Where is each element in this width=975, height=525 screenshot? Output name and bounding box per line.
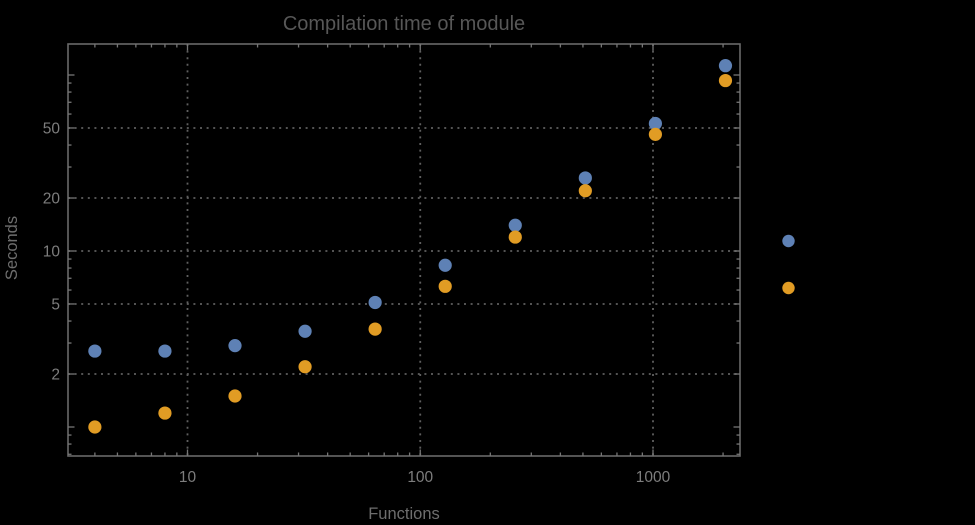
legend-marker bbox=[782, 281, 795, 295]
data-point-blue bbox=[648, 116, 662, 131]
data-point-orange bbox=[578, 184, 592, 198]
y-tick-label: 20 bbox=[43, 191, 61, 208]
data-point-orange bbox=[508, 230, 522, 244]
y-tick-label: 5 bbox=[51, 296, 60, 313]
y-tick-label: 10 bbox=[43, 244, 61, 261]
data-point-blue bbox=[578, 171, 592, 185]
gridlines-layer bbox=[68, 44, 740, 456]
data-point-blue bbox=[718, 59, 733, 73]
x-tick-label: 100 bbox=[407, 469, 433, 486]
data-point-orange bbox=[438, 279, 452, 293]
data-point-blue bbox=[88, 344, 102, 358]
data-point-orange bbox=[648, 127, 662, 141]
data-point-orange bbox=[228, 389, 242, 403]
y-axis-label: Seconds bbox=[3, 216, 21, 280]
chart-title: Compilation time of module bbox=[283, 13, 525, 35]
data-points-layer bbox=[88, 59, 733, 434]
data-point-blue bbox=[298, 324, 312, 338]
data-point-blue bbox=[438, 258, 452, 272]
data-point-blue bbox=[508, 218, 522, 232]
legend-marker bbox=[782, 234, 795, 248]
plot-frame bbox=[67, 43, 741, 457]
y-tick-label: 50 bbox=[43, 120, 61, 137]
x-tick-label: 1000 bbox=[636, 469, 671, 486]
data-point-blue bbox=[228, 339, 242, 353]
data-point-orange bbox=[298, 360, 312, 374]
tick-labels-layer: 10 100 1000 2 5 10 20 50 bbox=[43, 120, 671, 486]
x-tick-label: 10 bbox=[179, 469, 197, 486]
x-axis-label: Functions bbox=[368, 505, 440, 523]
y-tick-label: 2 bbox=[51, 367, 60, 384]
data-point-orange bbox=[718, 73, 733, 88]
data-point-blue bbox=[368, 295, 382, 310]
legend bbox=[782, 234, 795, 295]
data-point-orange bbox=[158, 406, 172, 420]
data-point-orange bbox=[88, 420, 102, 434]
data-point-blue bbox=[158, 344, 172, 358]
ticks-layer bbox=[68, 44, 740, 456]
data-point-orange bbox=[368, 322, 382, 336]
